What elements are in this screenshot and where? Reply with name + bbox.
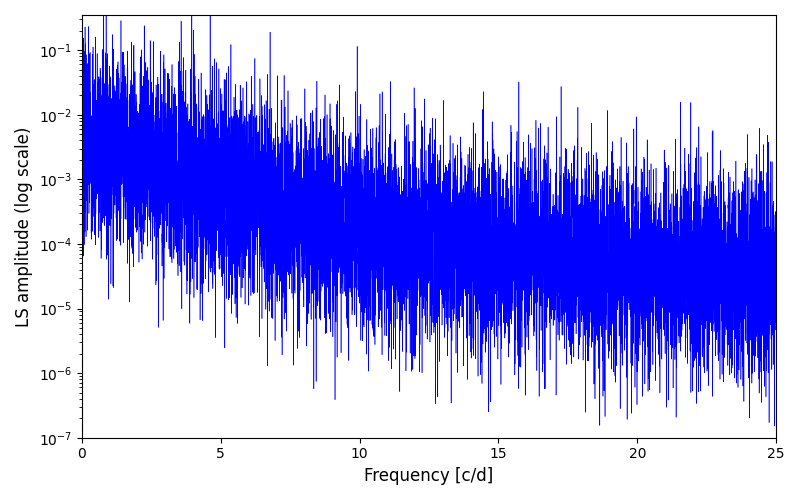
X-axis label: Frequency [c/d]: Frequency [c/d]: [364, 467, 494, 485]
Y-axis label: LS amplitude (log scale): LS amplitude (log scale): [15, 126, 33, 326]
